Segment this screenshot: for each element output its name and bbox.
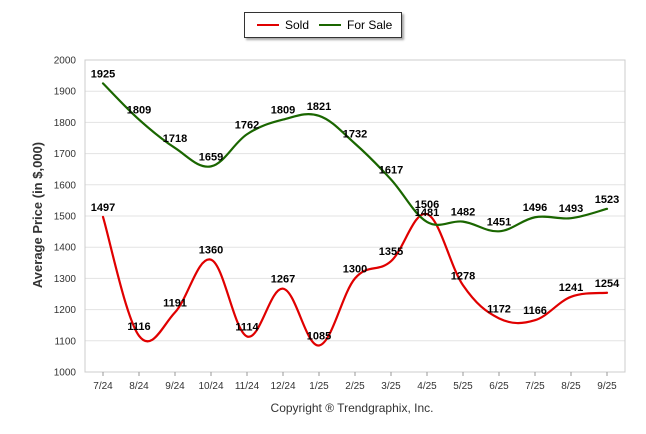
data-label-sold: 1241 bbox=[559, 282, 583, 294]
x-tick-label: 12/24 bbox=[270, 381, 295, 392]
legend-label-for-sale: For Sale bbox=[347, 18, 393, 32]
y-tick-label: 1400 bbox=[54, 243, 77, 254]
x-tick-label: 4/25 bbox=[417, 381, 437, 392]
data-label-for-sale: 1821 bbox=[307, 101, 331, 113]
data-label-for-sale: 1617 bbox=[379, 164, 403, 176]
x-tick-label: 3/25 bbox=[381, 381, 401, 392]
x-tick-label: 8/25 bbox=[561, 381, 581, 392]
y-tick-label: 1500 bbox=[54, 212, 77, 223]
x-axis: 7/24 8/24 9/24 10/24 11/24 12/24 1/25 2/25 3/25 4… bbox=[93, 372, 617, 392]
x-tick-label: 8/24 bbox=[129, 381, 149, 392]
data-label-for-sale: 1718 bbox=[163, 133, 187, 145]
data-label-sold: 1278 bbox=[451, 270, 475, 282]
y-tick-label: 1100 bbox=[54, 336, 76, 347]
y-tick-label: 1800 bbox=[54, 118, 77, 129]
data-label-for-sale: 1481 bbox=[415, 207, 439, 219]
y-tick-label: 1200 bbox=[54, 305, 77, 316]
for-sale-swatch bbox=[319, 24, 341, 26]
y-axis: 1000 1100 1200 1300 1400 1500 1600 1700 1800 1900… bbox=[54, 56, 77, 379]
y-tick-label: 1600 bbox=[54, 180, 77, 191]
data-label-for-sale: 1523 bbox=[595, 194, 619, 206]
data-label-for-sale: 1762 bbox=[235, 119, 259, 131]
x-tick-label: 7/24 bbox=[93, 381, 113, 392]
x-tick-label: 5/25 bbox=[453, 381, 473, 392]
y-tick-label: 1700 bbox=[54, 149, 77, 160]
legend-item-sold[interactable]: Sold bbox=[253, 13, 323, 37]
data-label-sold: 1172 bbox=[487, 303, 511, 315]
y-tick-label: 2000 bbox=[54, 56, 77, 67]
data-label-for-sale: 1659 bbox=[199, 151, 223, 163]
data-label-sold: 1267 bbox=[271, 274, 295, 286]
data-label-sold: 1116 bbox=[127, 321, 150, 333]
y-axis-title: Average Price (in $,000) bbox=[30, 142, 45, 288]
data-label-sold: 1085 bbox=[307, 330, 331, 342]
series-line-sold bbox=[101, 213, 609, 347]
x-tick-label: 9/25 bbox=[597, 381, 617, 392]
y-tick-label: 1900 bbox=[54, 87, 77, 98]
y-tick-label: 1000 bbox=[54, 368, 77, 379]
x-tick-label: 11/24 bbox=[235, 381, 260, 392]
x-tick-label: 1/25 bbox=[309, 381, 329, 392]
sold-swatch bbox=[257, 24, 279, 26]
data-label-sold: 1360 bbox=[199, 245, 223, 257]
grid-lines bbox=[84, 59, 626, 373]
data-label-sold: 1355 bbox=[379, 246, 403, 258]
x-tick-label: 10/24 bbox=[198, 381, 223, 392]
data-label-for-sale: 1925 bbox=[91, 68, 115, 80]
data-label-sold: 1300 bbox=[343, 263, 367, 275]
data-label-for-sale: 1451 bbox=[487, 216, 511, 228]
legend: Sold For Sale bbox=[244, 12, 402, 38]
x-tick-label: 2/25 bbox=[345, 381, 365, 392]
data-labels: 1497 1116 1191 1360 1114 1267 1085 1300 1355 1506… bbox=[91, 68, 620, 342]
data-label-for-sale: 1493 bbox=[559, 203, 583, 215]
y-tick-label: 1300 bbox=[54, 274, 77, 285]
x-tick-label: 6/25 bbox=[489, 381, 509, 392]
x-tick-label: 7/25 bbox=[525, 381, 545, 392]
data-label-sold: 1506 bbox=[415, 199, 439, 211]
data-label-for-sale: 1809 bbox=[127, 105, 151, 117]
data-label-sold: 1254 bbox=[595, 278, 620, 290]
data-label-sold: 1166 bbox=[523, 305, 547, 317]
data-label-sold: 1114 bbox=[235, 321, 259, 333]
series-lines bbox=[101, 82, 609, 347]
data-label-sold: 1497 bbox=[91, 202, 115, 214]
data-label-for-sale: 1732 bbox=[343, 129, 367, 141]
data-label-for-sale: 1482 bbox=[451, 207, 475, 219]
legend-item-for-sale[interactable]: For Sale bbox=[315, 13, 401, 37]
data-label-for-sale: 1809 bbox=[271, 105, 295, 117]
data-label-for-sale: 1496 bbox=[523, 202, 547, 214]
copyright-credit: Copyright ® Trendgraphix, Inc. bbox=[271, 401, 434, 415]
legend-label-sold: Sold bbox=[285, 18, 310, 32]
x-tick-label: 9/24 bbox=[165, 381, 185, 392]
data-label-sold: 1191 bbox=[163, 297, 187, 309]
series-line-for-sale bbox=[101, 82, 609, 233]
